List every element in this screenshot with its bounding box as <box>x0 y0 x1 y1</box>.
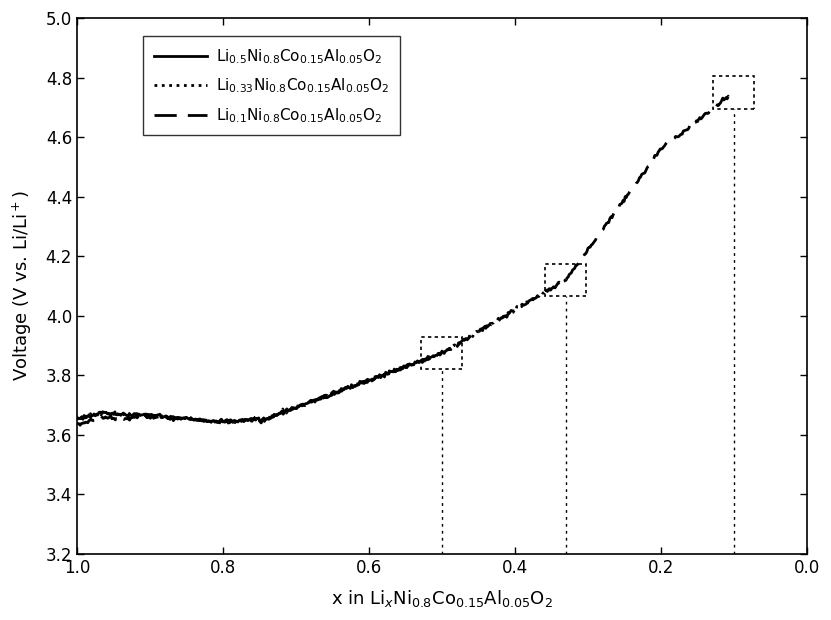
Li$_{0.33}$Ni$_{0.8}$Co$_{0.15}$Al$_{0.05}$O$_2$ <box>233 418 243 425</box>
Li$_{0.5}$Ni$_{0.8}$Co$_{0.15}$Al$_{0.05}$O$_2$ <box>224 419 234 427</box>
Li$_{0.5}$Ni$_{0.8}$Co$_{0.15}$Al$_{0.05}$O$_2$ <box>381 369 391 376</box>
Line: Li$_{0.33}$Ni$_{0.8}$Co$_{0.15}$Al$_{0.05}$O$_2$: Li$_{0.33}$Ni$_{0.8}$Co$_{0.15}$Al$_{0.0… <box>77 279 566 423</box>
Y-axis label: Voltage (V vs. Li/Li$^+$): Voltage (V vs. Li/Li$^+$) <box>11 190 34 381</box>
Li$_{0.1}$Ni$_{0.8}$Co$_{0.15}$Al$_{0.05}$O$_2$ <box>460 335 470 343</box>
Li$_{0.5}$Ni$_{0.8}$Co$_{0.15}$Al$_{0.05}$O$_2$ <box>297 402 307 409</box>
Li$_{0.33}$Ni$_{0.8}$Co$_{0.15}$Al$_{0.05}$O$_2$ <box>429 353 439 360</box>
Li$_{0.33}$Ni$_{0.8}$Co$_{0.15}$Al$_{0.05}$O$_2$ <box>218 419 228 427</box>
Li$_{0.5}$Ni$_{0.8}$Co$_{0.15}$Al$_{0.05}$O$_2$ <box>290 404 300 412</box>
Li$_{0.33}$Ni$_{0.8}$Co$_{0.15}$Al$_{0.05}$O$_2$ <box>267 414 277 421</box>
Li$_{0.33}$Ni$_{0.8}$Co$_{0.15}$Al$_{0.05}$O$_2$ <box>130 411 140 418</box>
Li$_{0.1}$Ni$_{0.8}$Co$_{0.15}$Al$_{0.05}$O$_2$ <box>189 417 199 424</box>
X-axis label: x in Li$_x$Ni$_{0.8}$Co$_{0.15}$Al$_{0.05}$O$_2$: x in Li$_x$Ni$_{0.8}$Co$_{0.15}$Al$_{0.0… <box>331 588 553 609</box>
Li$_{0.33}$Ni$_{0.8}$Co$_{0.15}$Al$_{0.05}$O$_2$ <box>561 275 571 283</box>
Li$_{0.5}$Ni$_{0.8}$Co$_{0.15}$Al$_{0.05}$O$_2$ <box>289 404 299 412</box>
Li$_{0.1}$Ni$_{0.8}$Co$_{0.15}$Al$_{0.05}$O$_2$ <box>728 89 738 97</box>
Li$_{0.1}$Ni$_{0.8}$Co$_{0.15}$Al$_{0.05}$O$_2$ <box>729 89 739 97</box>
Li$_{0.1}$Ni$_{0.8}$Co$_{0.15}$Al$_{0.05}$O$_2$ <box>370 373 380 380</box>
Li$_{0.5}$Ni$_{0.8}$Co$_{0.15}$Al$_{0.05}$O$_2$ <box>73 415 83 422</box>
Li$_{0.1}$Ni$_{0.8}$Co$_{0.15}$Al$_{0.05}$O$_2$ <box>512 304 522 312</box>
Li$_{0.33}$Ni$_{0.8}$Co$_{0.15}$Al$_{0.05}$O$_2$ <box>72 415 82 423</box>
Legend: Li$_{0.5}$Ni$_{0.8}$Co$_{0.15}$Al$_{0.05}$O$_2$, Li$_{0.33}$Ni$_{0.8}$Co$_{0.15}: Li$_{0.5}$Ni$_{0.8}$Co$_{0.15}$Al$_{0.05… <box>143 37 401 135</box>
Line: Li$_{0.1}$Ni$_{0.8}$Co$_{0.15}$Al$_{0.05}$O$_2$: Li$_{0.1}$Ni$_{0.8}$Co$_{0.15}$Al$_{0.05… <box>77 93 734 425</box>
Li$_{0.1}$Ni$_{0.8}$Co$_{0.15}$Al$_{0.05}$O$_2$ <box>568 266 578 273</box>
Line: Li$_{0.5}$Ni$_{0.8}$Co$_{0.15}$Al$_{0.05}$O$_2$: Li$_{0.5}$Ni$_{0.8}$Co$_{0.15}$Al$_{0.05… <box>77 352 442 423</box>
Li$_{0.1}$Ni$_{0.8}$Co$_{0.15}$Al$_{0.05}$O$_2$ <box>72 419 82 427</box>
Li$_{0.5}$Ni$_{0.8}$Co$_{0.15}$Al$_{0.05}$O$_2$ <box>72 414 82 421</box>
Li$_{0.1}$Ni$_{0.8}$Co$_{0.15}$Al$_{0.05}$O$_2$ <box>75 422 85 429</box>
Li$_{0.33}$Ni$_{0.8}$Co$_{0.15}$Al$_{0.05}$O$_2$ <box>426 352 436 360</box>
Li$_{0.33}$Ni$_{0.8}$Co$_{0.15}$Al$_{0.05}$O$_2$ <box>381 370 391 378</box>
Li$_{0.5}$Ni$_{0.8}$Co$_{0.15}$Al$_{0.05}$O$_2$ <box>437 348 447 356</box>
Li$_{0.5}$Ni$_{0.8}$Co$_{0.15}$Al$_{0.05}$O$_2$ <box>404 361 414 368</box>
Li$_{0.1}$Ni$_{0.8}$Co$_{0.15}$Al$_{0.05}$O$_2$ <box>242 416 252 423</box>
